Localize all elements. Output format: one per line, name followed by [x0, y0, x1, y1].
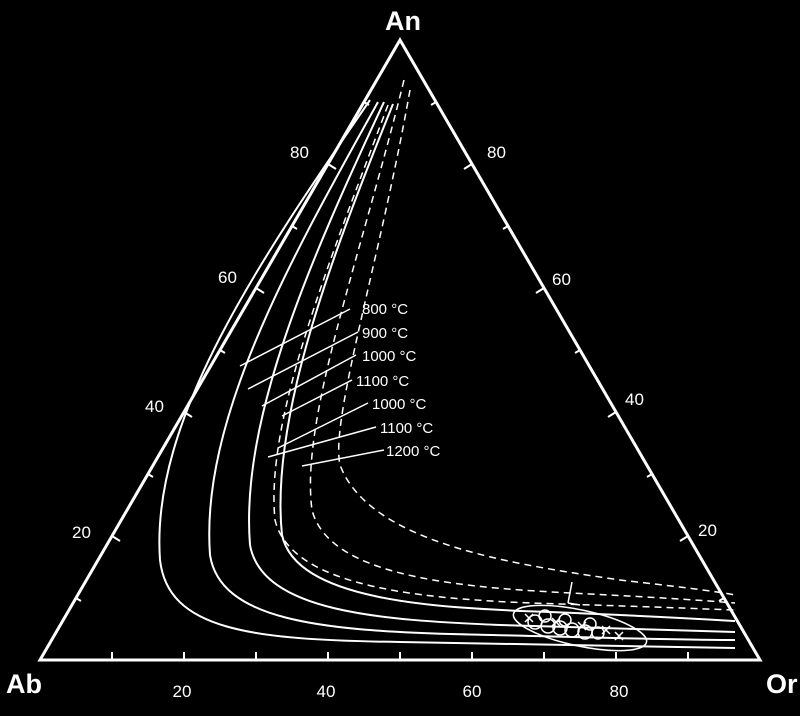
tick-label-right-80: 80 [487, 143, 506, 162]
sample-point [538, 609, 552, 623]
isotherm-1100-dashed [309, 79, 736, 604]
tick-label-right-40: 40 [625, 390, 644, 409]
curve-label-1100-dashed: 1100 °C [380, 420, 433, 437]
curve-label-1200-dashed: 1200 °C [386, 443, 441, 460]
curve-label-800: 800 °C [362, 301, 408, 318]
tick-label-bottom-40: 40 [317, 682, 336, 701]
vertex-label-an: An [385, 6, 421, 36]
isotherm-900 [208, 101, 736, 641]
sample-marker-tick [567, 581, 573, 604]
tick-marks [75, 101, 725, 660]
curve-label-900: 900 °C [362, 325, 408, 342]
tick-label-left-80: 80 [290, 143, 309, 162]
sample-point [552, 620, 568, 636]
tick-label-left-40: 40 [145, 397, 164, 416]
label-leaders [239, 308, 385, 467]
tick-label-left-20: 20 [72, 523, 91, 542]
curve-label-1000-dashed: 1000 °C [372, 396, 427, 413]
isotherm-1100-solid [279, 103, 736, 622]
isotherm-1000-dashed [273, 104, 736, 611]
sample-crosses [524, 613, 624, 641]
tick-label-bottom-20: 20 [173, 682, 192, 701]
sample-cluster [512, 581, 648, 652]
isotherm-1000-solid [248, 101, 736, 633]
isotherm-1200-dashed [337, 89, 736, 596]
curve-label-1000-solid: 1000 °C [362, 348, 417, 365]
vertex-label-or: Or [766, 669, 798, 699]
tick-label-right-20: 20 [698, 521, 717, 540]
sample-point [540, 618, 556, 634]
curve-label-1100-solid: 1100 °C [356, 373, 409, 390]
vertex-label-ab: Ab [6, 669, 42, 699]
tick-label-right-60: 60 [552, 270, 571, 289]
tick-label-bottom-60: 60 [463, 682, 482, 701]
tick-label-bottom-80: 80 [610, 682, 629, 701]
isotherm-800 [158, 99, 736, 649]
dashed-isotherms [273, 79, 736, 611]
solid-isotherms [158, 99, 736, 649]
tick-label-left-60: 60 [218, 268, 237, 287]
sample-envelope [512, 604, 648, 652]
